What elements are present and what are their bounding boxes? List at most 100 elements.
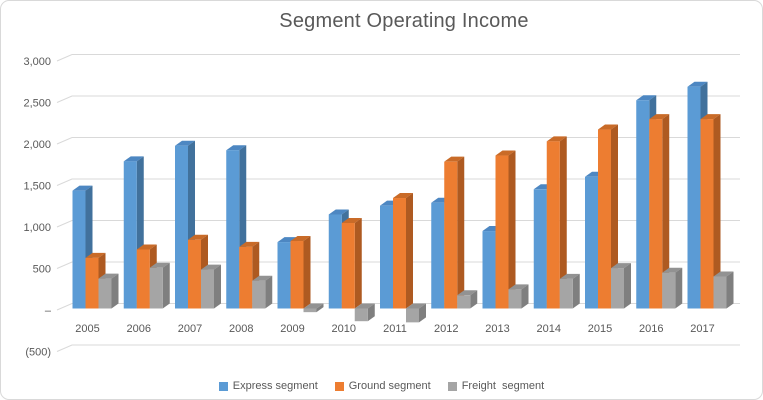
bar-ground-segment-2012-side: [457, 156, 465, 309]
bar-express-segment-2008[interactable]: [226, 150, 240, 309]
legend-item-ground[interactable]: Ground segment: [334, 380, 431, 392]
bar-freight-segment-2016[interactable]: [662, 272, 676, 309]
bar-express-segment-2016[interactable]: [636, 100, 650, 309]
bar-ground-segment-2009[interactable]: [290, 241, 304, 309]
legend-label: Express segment: [232, 380, 318, 392]
ground-series-swatch-icon: [334, 381, 344, 391]
bar-freight-segment-2010[interactable]: [354, 308, 368, 322]
bar-freight-segment-2007-side: [214, 264, 221, 309]
bar-freight-segment-2009[interactable]: [303, 308, 317, 313]
bar-express-segment-2012[interactable]: [431, 202, 445, 309]
bar-express-segment-2015[interactable]: [585, 176, 598, 309]
bar-freight-segment-2012[interactable]: [457, 295, 471, 309]
bar-express-segment-2013[interactable]: [482, 231, 496, 309]
bar-express-segment-2017[interactable]: [687, 86, 701, 309]
bar-freight-segment-2013-top: [508, 284, 529, 290]
bar-express-segment-2007[interactable]: [175, 145, 188, 309]
bar-ground-segment-2015[interactable]: [598, 129, 611, 309]
bar-express-segment-2016-top: [636, 95, 657, 101]
bar-ground-segment-2014[interactable]: [546, 141, 560, 309]
bar-freight-segment-2008[interactable]: [252, 280, 266, 309]
bar-freight-segment-2017[interactable]: [713, 276, 727, 309]
bar-ground-segment-2005-top: [85, 252, 106, 258]
bar-ground-segment-2006[interactable]: [136, 249, 150, 309]
bar-freight-segment-2008-side: [265, 275, 273, 309]
bar-freight-segment-2006[interactable]: [149, 267, 163, 309]
legend: Express segment Ground segment Freight s…: [1, 380, 762, 392]
bar-express-segment-2010-top: [328, 209, 349, 215]
bar-ground-segment-2017-top: [700, 114, 721, 120]
bar-ground-segment-2010[interactable]: [341, 223, 355, 309]
bar-freight-segment-2011[interactable]: [406, 308, 419, 323]
bar-freight-segment-2005[interactable]: [98, 278, 112, 309]
y-axis-tick-label: –: [45, 305, 52, 317]
bar-ground-segment-2010-side: [354, 218, 362, 309]
bar-ground-segment-2017[interactable]: [700, 119, 714, 309]
bar-freight-segment-2014-side: [572, 273, 580, 309]
bar-express-segment-2006-top: [123, 156, 144, 162]
gridline: [56, 95, 740, 103]
gridline: [56, 178, 740, 186]
bar-freight-segment-2011-top: [406, 303, 426, 309]
y-axis-tick-label: 1,000: [23, 222, 51, 234]
bar-freight-segment-2016-side: [675, 267, 683, 309]
y-axis-tick-label: 500: [33, 264, 51, 276]
bar-express-segment-2006[interactable]: [123, 161, 137, 309]
bar-ground-segment-2011-top: [393, 193, 413, 199]
bar-express-segment-2017-top: [687, 81, 708, 87]
bar-ground-segment-2008[interactable]: [239, 246, 253, 309]
bar-freight-segment-2006-top: [149, 262, 170, 268]
bar-freight-segment-2005-top: [98, 273, 119, 279]
bar-express-segment-2005[interactable]: [72, 190, 86, 309]
x-axis-label: 2009: [280, 323, 304, 335]
bar-ground-segment-2016-top: [649, 114, 670, 120]
bar-ground-segment-2015-top: [598, 124, 618, 130]
x-axis-label: 2014: [537, 323, 561, 335]
legend-item-express[interactable]: Express segment: [218, 380, 318, 392]
bar-ground-segment-2012-top: [444, 156, 465, 162]
bar-ground-segment-2011[interactable]: [393, 198, 406, 309]
bar-freight-segment-2015-side: [624, 263, 631, 309]
x-axis-label: 2017: [690, 323, 714, 335]
bar-ground-segment-2011-side: [406, 193, 413, 309]
y-axis-tick-label: 1,500: [23, 181, 51, 193]
gridline: [56, 261, 740, 269]
bar-ground-segment-2017-side: [713, 114, 721, 309]
x-axis-label: 2005: [75, 323, 99, 335]
bar-express-segment-2014[interactable]: [533, 189, 547, 309]
bar-freight-segment-2016-top: [662, 267, 683, 273]
bar-express-segment-2009[interactable]: [277, 242, 291, 309]
bar-freight-segment-2014[interactable]: [559, 278, 573, 309]
bar-freight-segment-2005-side: [111, 273, 119, 309]
bar-freight-segment-2015[interactable]: [611, 268, 624, 309]
bar-express-segment-2011[interactable]: [380, 205, 393, 309]
bar-express-segment-2010[interactable]: [328, 214, 342, 309]
bar-express-segment-2008-top: [226, 145, 247, 151]
bar-ground-segment-2007-top: [188, 234, 208, 240]
bar-freight-segment-2012-top: [457, 290, 478, 296]
bar-ground-segment-2013-side: [508, 150, 516, 309]
bar-ground-segment-2016[interactable]: [649, 119, 663, 309]
bar-ground-segment-2005[interactable]: [85, 257, 99, 309]
legend-label: Freight segment: [461, 380, 545, 392]
legend-label: Ground segment: [348, 380, 431, 392]
legend-item-freight[interactable]: Freight segment: [447, 380, 545, 392]
bar-ground-segment-2009-top: [290, 236, 311, 242]
x-axis-label: 2013: [485, 323, 509, 335]
bar-freight-segment-2010-side: [367, 303, 375, 322]
x-axis-label: 2008: [229, 323, 253, 335]
bar-freight-segment-2009-side: [316, 303, 324, 313]
bar-ground-segment-2009-side: [303, 236, 311, 309]
bar-freight-segment-2007[interactable]: [201, 269, 214, 309]
bar-ground-segment-2013[interactable]: [495, 155, 509, 309]
bar-freight-segment-2011-side: [419, 303, 426, 323]
x-axis-label: 2012: [434, 323, 458, 335]
bar-ground-segment-2007[interactable]: [188, 239, 201, 309]
bar-ground-segment-2012[interactable]: [444, 161, 458, 309]
bar-freight-segment-2013[interactable]: [508, 289, 522, 309]
bar-freight-segment-2008-top: [252, 275, 273, 281]
bar-ground-segment-2006-top: [136, 244, 157, 250]
x-axis-label: 2016: [639, 323, 663, 335]
